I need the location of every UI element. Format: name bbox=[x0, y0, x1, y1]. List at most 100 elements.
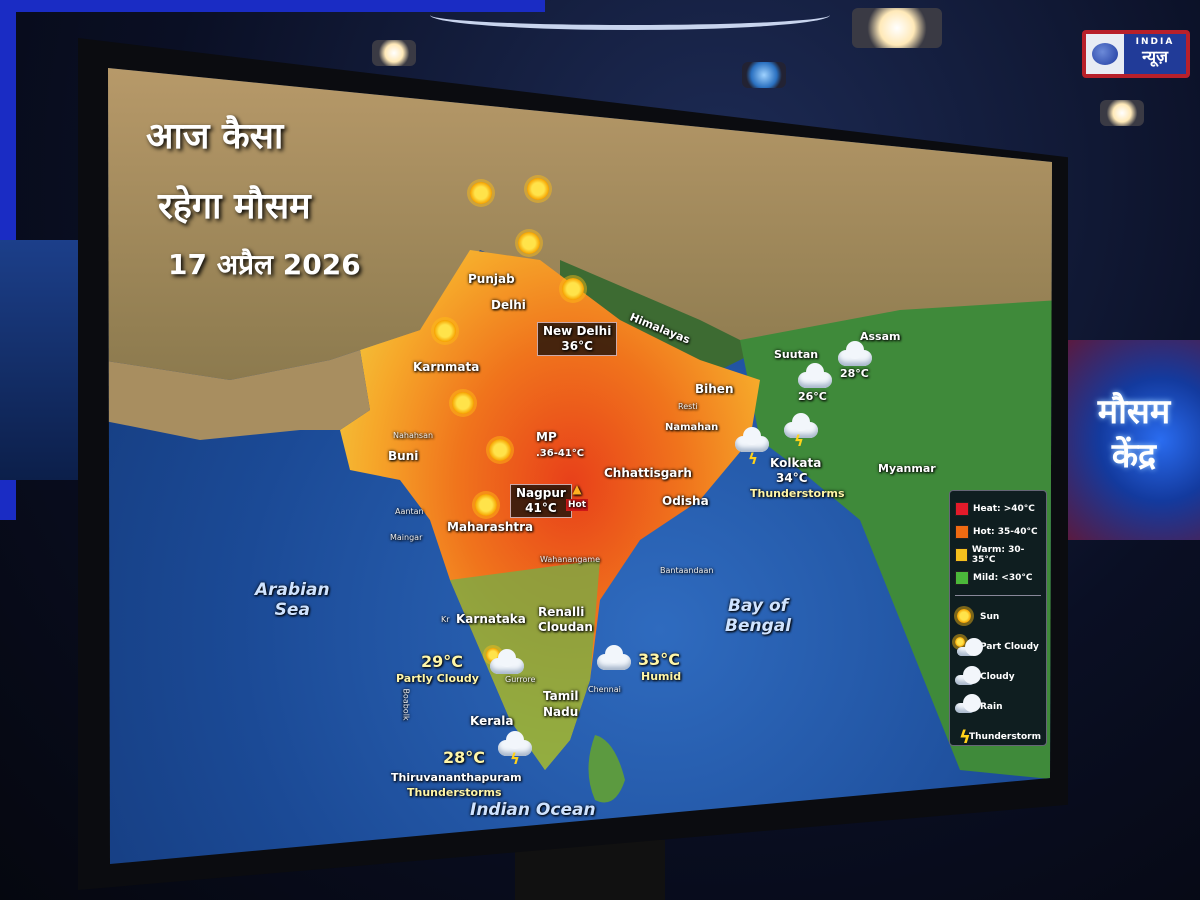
part-cloudy-icon bbox=[955, 635, 983, 659]
region-label: Boabolk bbox=[401, 688, 411, 721]
region-label: Suutan bbox=[774, 348, 819, 361]
city-name: Nagpur bbox=[516, 486, 566, 500]
legend-label: Part Cloudy bbox=[980, 642, 1039, 652]
sun-icon bbox=[470, 182, 492, 204]
hot-swatch bbox=[955, 524, 969, 539]
cloud-icon bbox=[798, 363, 832, 388]
sun-icon bbox=[452, 392, 474, 414]
city-temp: 34°C bbox=[776, 471, 808, 485]
region-label: Myanmar bbox=[878, 462, 936, 475]
city-temp: 28°C bbox=[840, 367, 869, 380]
sea-label: Arabian Sea bbox=[255, 580, 330, 620]
hot-label: Hot bbox=[566, 499, 589, 511]
city-temp: 36°C bbox=[561, 339, 593, 353]
legend-item: Sun bbox=[955, 602, 1041, 632]
map-legend: Heat: >40°C Hot: 35-40°C Warm: 30-35°C M… bbox=[949, 490, 1047, 748]
pakistan-region bbox=[108, 350, 370, 440]
studio-ring bbox=[430, 0, 830, 30]
region-label: MP bbox=[536, 430, 557, 444]
logo-text: INDIA bbox=[1135, 37, 1175, 47]
legend-item: Warm: 30-35°C bbox=[955, 543, 1041, 566]
legend-label: Mild: <30°C bbox=[973, 572, 1033, 583]
flame-icon: ▲ bbox=[572, 482, 582, 496]
legend-divider bbox=[955, 595, 1041, 596]
city-name: Thiruvananthapuram bbox=[391, 771, 522, 784]
thunderstorm-icon bbox=[784, 413, 818, 438]
sun-icon bbox=[527, 178, 549, 200]
studio-light bbox=[742, 62, 786, 88]
rain-icon bbox=[735, 427, 769, 452]
region-label: Kerala bbox=[470, 714, 514, 728]
region-label: Odisha bbox=[662, 494, 709, 508]
sri-lanka bbox=[588, 735, 625, 803]
region-label: Namahan bbox=[665, 422, 719, 433]
legend-item: Heat: >40°C bbox=[955, 497, 1041, 520]
india-news-logo: INDIA न्यूज़ bbox=[1082, 30, 1190, 78]
legend-label: Hot: 35-40°C bbox=[973, 526, 1038, 537]
region-label: Assam bbox=[860, 330, 901, 343]
region-label: Chhattisgarh bbox=[604, 466, 692, 480]
rain-icon bbox=[955, 694, 981, 719]
sun-icon bbox=[518, 232, 540, 254]
panel-title: केंद्र bbox=[1111, 436, 1157, 476]
sun-icon bbox=[489, 439, 511, 461]
legend-item: Hot: 35-40°C bbox=[955, 520, 1041, 543]
city-temp: 33°C bbox=[638, 650, 681, 669]
lightning-icon: ϟ bbox=[510, 750, 520, 768]
legend-label: Heat: >40°C bbox=[973, 503, 1035, 514]
city-nagpur: Nagpur 41°C bbox=[510, 484, 572, 518]
region-label: Gurrore bbox=[505, 675, 536, 684]
rain-icon bbox=[597, 645, 631, 670]
region-label: Nahahsan bbox=[393, 431, 434, 440]
mild-swatch bbox=[955, 570, 969, 585]
title-date: 17 अप्रैल 2026 bbox=[168, 248, 361, 281]
studio-light bbox=[852, 8, 942, 48]
thunderstorm-icon bbox=[498, 731, 532, 756]
cloud-icon bbox=[955, 665, 981, 689]
city-temp: 28°C bbox=[443, 748, 486, 767]
himalaya-belt bbox=[560, 260, 760, 370]
region-label: Karnataka bbox=[456, 612, 526, 626]
region-label: Delhi bbox=[491, 298, 526, 312]
sun-icon bbox=[434, 320, 456, 342]
region-label: Punjab bbox=[468, 272, 515, 286]
region-label: Resti bbox=[678, 402, 698, 411]
region-label: Maharashtra bbox=[447, 520, 534, 534]
hot-badge: ▲ Hot bbox=[566, 482, 589, 511]
panel-title: मौसम bbox=[1097, 392, 1171, 432]
region-label: Maingar bbox=[390, 533, 423, 542]
city-condition: Thunderstorms bbox=[407, 786, 502, 799]
legend-label: Sun bbox=[980, 612, 1000, 622]
sea-label: Bay of Bengal bbox=[725, 596, 792, 636]
region-temp: .36-41°C bbox=[536, 448, 585, 459]
legend-item: Part Cloudy bbox=[955, 632, 1041, 662]
region-label: Wahanangame bbox=[540, 555, 601, 564]
legend-label: Warm: 30-35°C bbox=[971, 544, 1025, 565]
legend-item: ϟ Thunderstorm bbox=[955, 722, 1041, 752]
south-green bbox=[450, 560, 600, 770]
city-name: New Delhi bbox=[543, 324, 612, 338]
city-new-delhi: New Delhi 36°C bbox=[537, 322, 618, 356]
studio-accent-bar bbox=[0, 0, 545, 12]
legend-item: Mild: <30°C bbox=[955, 566, 1041, 589]
sea-label: Indian Ocean bbox=[470, 800, 596, 820]
city-condition: Thunderstorms bbox=[750, 487, 845, 500]
region-label: Kr bbox=[441, 615, 450, 624]
region-label: Chennai bbox=[588, 685, 621, 694]
legend-item: Cloudy bbox=[955, 662, 1041, 692]
weather-center-panel: मौसम केंद्र bbox=[1068, 340, 1200, 540]
heat-swatch bbox=[955, 501, 969, 516]
city-condition: Humid bbox=[641, 670, 682, 683]
sun-icon bbox=[955, 605, 975, 629]
city-temp: 41°C bbox=[525, 501, 557, 515]
logo-text: न्यूज़ bbox=[1142, 47, 1168, 66]
globe-icon bbox=[1086, 34, 1124, 74]
legend-label: Thunderstorm bbox=[968, 732, 1041, 742]
region-label: Bantaandaan bbox=[660, 566, 714, 575]
legend-label: Cloudy bbox=[980, 672, 1015, 682]
part-cloudy-icon bbox=[490, 649, 524, 674]
region-label: Kolkata bbox=[770, 456, 822, 470]
thunderstorm-icon: ϟ bbox=[959, 727, 971, 748]
city-temp: 29°C bbox=[421, 652, 464, 671]
